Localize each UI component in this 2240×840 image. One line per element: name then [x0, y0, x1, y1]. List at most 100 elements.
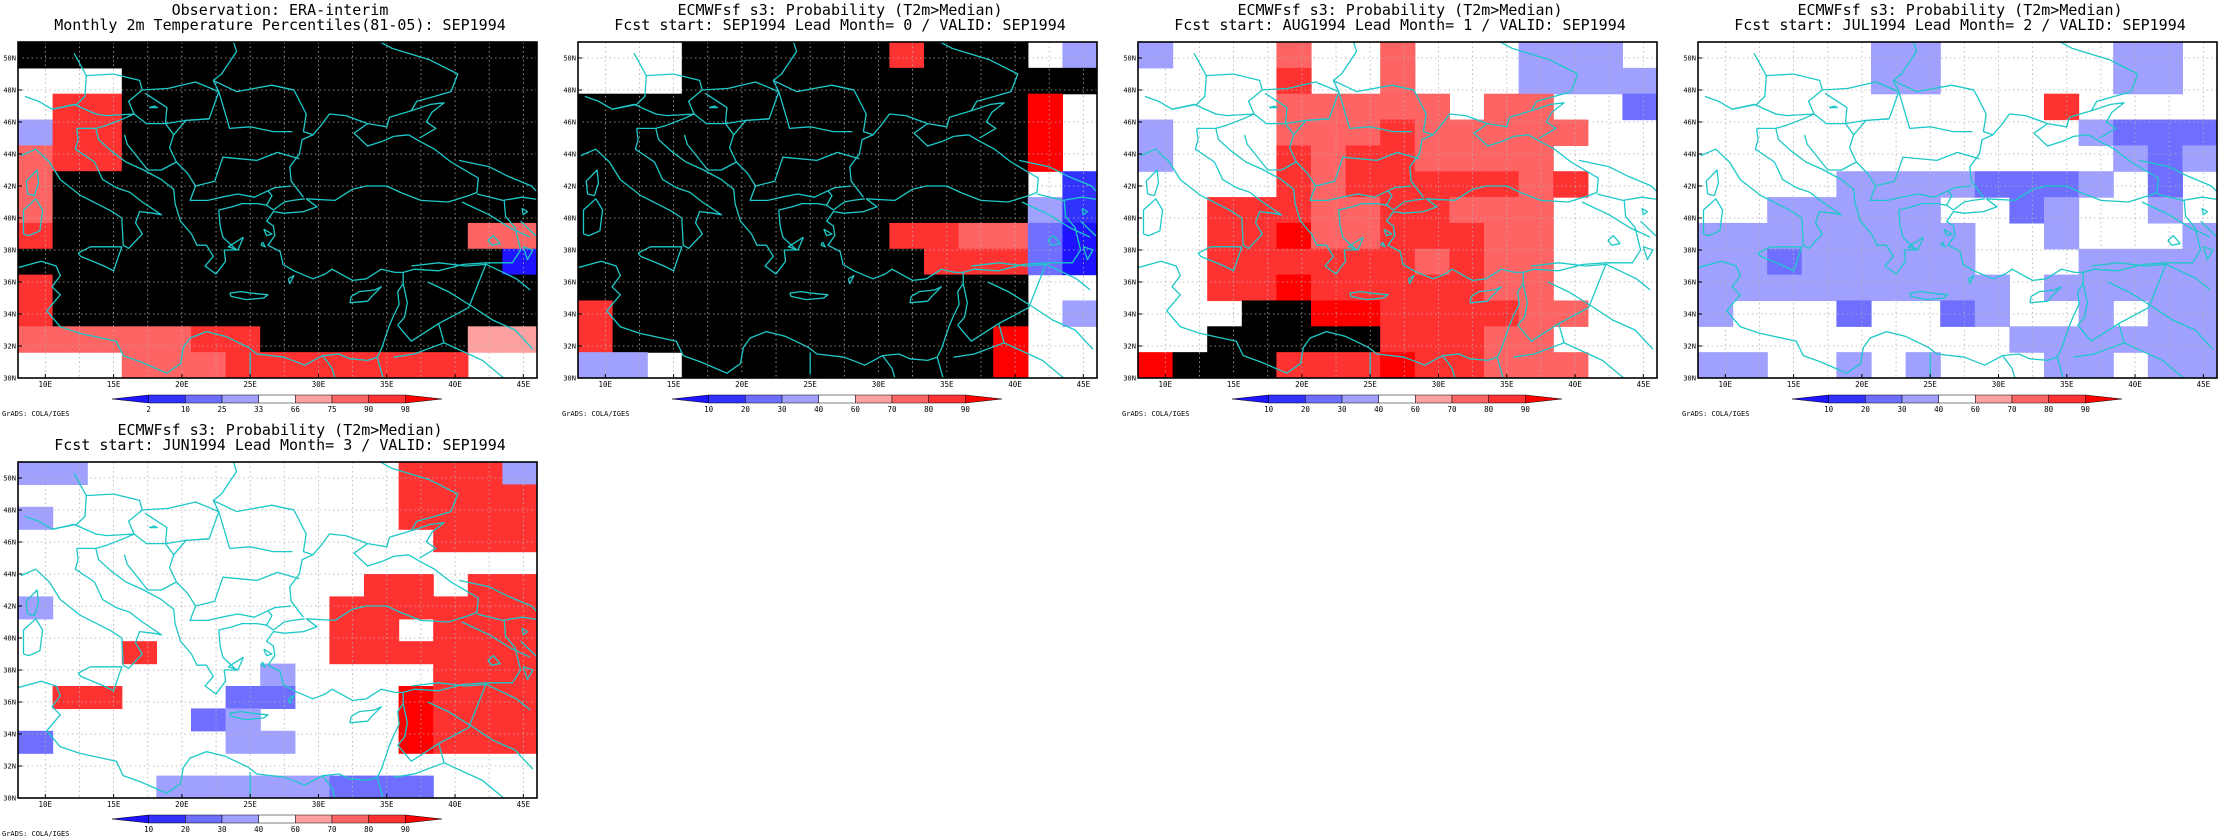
grid-cell — [260, 248, 296, 276]
coastline — [1642, 246, 1654, 261]
coastline — [1003, 342, 1065, 378]
grid-cell — [1027, 248, 1063, 276]
y-tick-label: 42N — [3, 183, 16, 191]
x-tick-label: 20E — [1855, 380, 1869, 389]
y-tick-label: 44N — [3, 151, 16, 159]
coastline — [882, 355, 896, 378]
y-tick-label: 30N — [1123, 375, 1136, 383]
coastline — [2033, 102, 2125, 147]
x-tick-label: 35E — [380, 800, 394, 809]
colorbar-swatch — [1268, 394, 1306, 404]
grid-cell — [1518, 248, 1554, 276]
grid-cell — [958, 248, 994, 276]
colorbar-swatch — [1341, 394, 1379, 404]
grid-cell — [260, 119, 296, 146]
coastline — [1641, 207, 1649, 216]
grid-cell — [1311, 171, 1347, 198]
y-tick-label: 48N — [1123, 87, 1136, 95]
colorbar-label: 70 — [2007, 405, 2017, 414]
colorbar-label: 60 — [851, 405, 861, 414]
x-tick-label: 25E — [243, 380, 257, 389]
coastline — [1332, 42, 1358, 81]
coastline — [403, 200, 522, 274]
grid-cell — [156, 352, 192, 378]
coastline — [1145, 169, 1160, 197]
grid-cell — [681, 171, 717, 198]
panel-subtitle: Fcst start: AUG1994 Lead Month= 1 / VALI… — [1174, 16, 1626, 34]
coastline — [1082, 246, 1094, 261]
grid-cell — [52, 197, 88, 224]
coastline — [2029, 286, 2062, 304]
grid-cell — [1276, 222, 1312, 250]
grid-cell — [329, 42, 365, 69]
colorbar-swatch — [405, 394, 443, 404]
colorbar-swatch — [221, 394, 259, 404]
coastline — [212, 462, 238, 501]
grid-cell — [260, 663, 296, 687]
x-tick-label: 15E — [667, 380, 681, 389]
coastline — [1018, 159, 1097, 193]
grid-cell — [2182, 119, 2217, 146]
colorbar-label: 60 — [1971, 405, 1981, 414]
grid-cell — [993, 274, 1029, 302]
grid-cell — [681, 300, 717, 327]
coastline — [1021, 201, 1091, 238]
coastline — [427, 701, 534, 770]
grid-cell — [1484, 197, 1520, 224]
grid-cell — [1027, 119, 1063, 146]
grid-cell — [1276, 326, 1312, 353]
coastline — [443, 342, 505, 378]
shaded-field — [18, 42, 537, 378]
grads-credit: GrADS: COLA/IGES — [2, 830, 70, 838]
grid-cell — [578, 326, 614, 353]
grid-cell — [1698, 352, 1734, 378]
grid-cell — [467, 248, 503, 276]
coastline — [1946, 190, 1953, 206]
y-tick-label: 40N — [3, 215, 16, 223]
coastline — [971, 262, 1091, 291]
x-tick-label: 25E — [243, 800, 257, 809]
coastline — [148, 525, 158, 529]
grid-cell — [854, 197, 890, 224]
grid-cell — [502, 274, 537, 302]
grid-cell — [433, 708, 469, 732]
grid-cell — [1276, 67, 1312, 95]
coastline — [522, 246, 534, 261]
grid-cell — [156, 67, 192, 95]
colorbar-swatch — [405, 814, 443, 824]
grid-cell — [1871, 42, 1907, 69]
grid-cell — [1345, 197, 1381, 224]
grid-cell — [1276, 145, 1312, 172]
grid-cell — [433, 119, 469, 146]
grid-cell — [18, 462, 54, 485]
coastline — [708, 105, 718, 109]
colorbar-label: 10 — [1264, 405, 1274, 414]
coastline — [1081, 207, 1089, 216]
coastline — [322, 775, 336, 798]
coastline — [1499, 42, 1579, 112]
grid-cell — [433, 222, 469, 250]
coastline — [939, 42, 1019, 112]
x-tick-label: 35E — [940, 380, 954, 389]
grid-cell — [681, 326, 717, 353]
grid-cell — [1836, 197, 1872, 224]
grid-cell — [260, 67, 296, 95]
colorbar-swatch — [295, 814, 333, 824]
colorbar-label: 40 — [254, 825, 264, 834]
grid-cell — [1062, 42, 1097, 69]
grid-cell — [785, 93, 821, 121]
coastline — [260, 241, 266, 248]
coastline — [1264, 92, 1330, 125]
grid-cell — [1276, 352, 1312, 378]
grid-cell — [191, 274, 227, 302]
grid-cell — [329, 596, 365, 620]
grid-cell — [612, 222, 648, 250]
grid-cell — [191, 145, 227, 172]
grid-cell — [502, 119, 537, 146]
grid-cell — [1767, 274, 1803, 302]
grid-cell — [1138, 119, 1174, 146]
coastline — [1803, 134, 1857, 171]
grid-cell — [467, 484, 503, 508]
colorbar-label: 90 — [1521, 405, 1531, 414]
x-tick-label: 35E — [380, 380, 394, 389]
